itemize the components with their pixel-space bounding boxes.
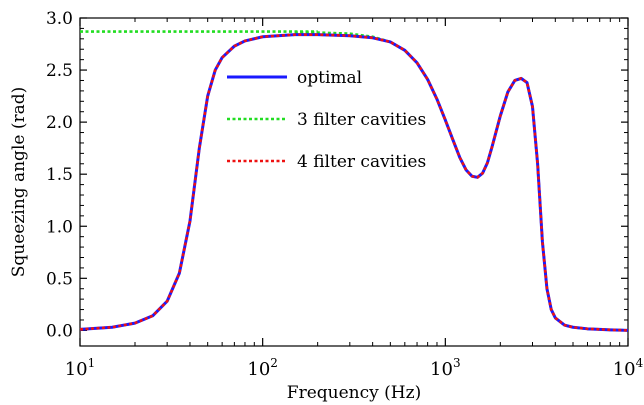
x-tick-label: 101 — [65, 356, 96, 380]
y-tick-label: 0.0 — [46, 321, 73, 341]
y-tick-label: 1.0 — [46, 217, 73, 237]
y-tick-label: 2.5 — [46, 61, 73, 81]
series-4-filter-cavities — [79, 33, 629, 332]
x-axis-label: Frequency (Hz) — [287, 383, 421, 403]
legend-label-optimal: optimal — [297, 68, 362, 88]
y-tick-label: 1.5 — [46, 165, 73, 185]
x-tick-label: 104 — [613, 356, 644, 380]
legend-label-4-filter-cavities: 4 filter cavities — [297, 152, 426, 172]
legend: optimal 3 filter cavities 4 filter cavitie… — [227, 68, 426, 172]
series-layer — [79, 30, 629, 332]
plot-frame — [79, 17, 629, 347]
y-tick-label: 2.0 — [46, 113, 73, 133]
y-tick-label: 0.5 — [46, 269, 73, 289]
axis-ticks: 0.0 0.5 1.0 1.5 2.0 2.5 3.0 101 102 103 104 — [46, 9, 644, 380]
x-tick-label: 103 — [430, 356, 461, 380]
x-tick-label: 102 — [247, 356, 278, 380]
legend-label-3-filter-cavities: 3 filter cavities — [297, 110, 426, 130]
y-tick-label: 3.0 — [46, 9, 73, 29]
y-axis-label: Squeezing angle (rad) — [9, 87, 29, 278]
